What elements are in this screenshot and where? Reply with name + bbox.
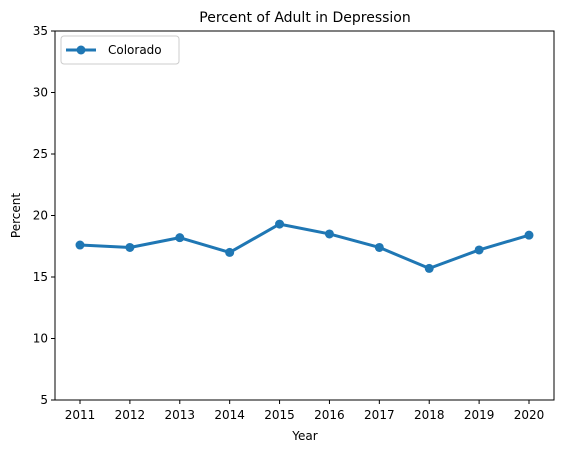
x-axis: 2011 2012 2013 2014 2015 2016 2017 2018 2019 2020 bbox=[65, 400, 545, 422]
legend-label: Colorado bbox=[108, 43, 162, 57]
x-tick-label: 2016 bbox=[314, 408, 345, 422]
y-axis-title: Percent bbox=[9, 193, 23, 238]
y-axis: 5 10 15 20 25 30 35 bbox=[33, 24, 55, 407]
data-point bbox=[474, 245, 484, 255]
data-point bbox=[424, 263, 434, 273]
y-tick-label: 30 bbox=[33, 86, 48, 100]
legend-marker-swatch bbox=[76, 45, 86, 55]
y-tick-label: 15 bbox=[33, 270, 48, 284]
data-point bbox=[524, 230, 534, 240]
data-point bbox=[374, 242, 384, 252]
x-tick-label: 2012 bbox=[115, 408, 146, 422]
data-point bbox=[75, 240, 85, 250]
y-tick-label: 5 bbox=[40, 393, 48, 407]
data-point bbox=[275, 219, 285, 229]
chart-title: Percent of Adult in Depression bbox=[199, 10, 410, 26]
x-tick-label: 2019 bbox=[464, 408, 495, 422]
y-tick-label: 35 bbox=[33, 24, 48, 38]
legend: Colorado bbox=[60, 35, 180, 65]
x-tick-label: 2014 bbox=[214, 408, 245, 422]
series-layer bbox=[75, 219, 534, 273]
data-point bbox=[225, 247, 235, 257]
data-point bbox=[324, 229, 334, 239]
x-tick-label: 2013 bbox=[165, 408, 196, 422]
x-tick-label: 2011 bbox=[65, 408, 96, 422]
x-tick-label: 2017 bbox=[364, 408, 395, 422]
x-tick-label: 2015 bbox=[264, 408, 295, 422]
y-tick-label: 20 bbox=[33, 209, 48, 223]
data-point bbox=[125, 242, 135, 252]
y-tick-label: 10 bbox=[33, 332, 48, 346]
plot-frame bbox=[54, 30, 555, 401]
legend-box bbox=[60, 35, 180, 65]
y-tick-label: 25 bbox=[33, 147, 48, 161]
series-line-colorado bbox=[78, 222, 531, 270]
x-tick-label: 2020 bbox=[514, 408, 545, 422]
data-point bbox=[175, 233, 185, 243]
x-tick-label: 2018 bbox=[414, 408, 445, 422]
x-axis-title: Year bbox=[291, 429, 317, 443]
